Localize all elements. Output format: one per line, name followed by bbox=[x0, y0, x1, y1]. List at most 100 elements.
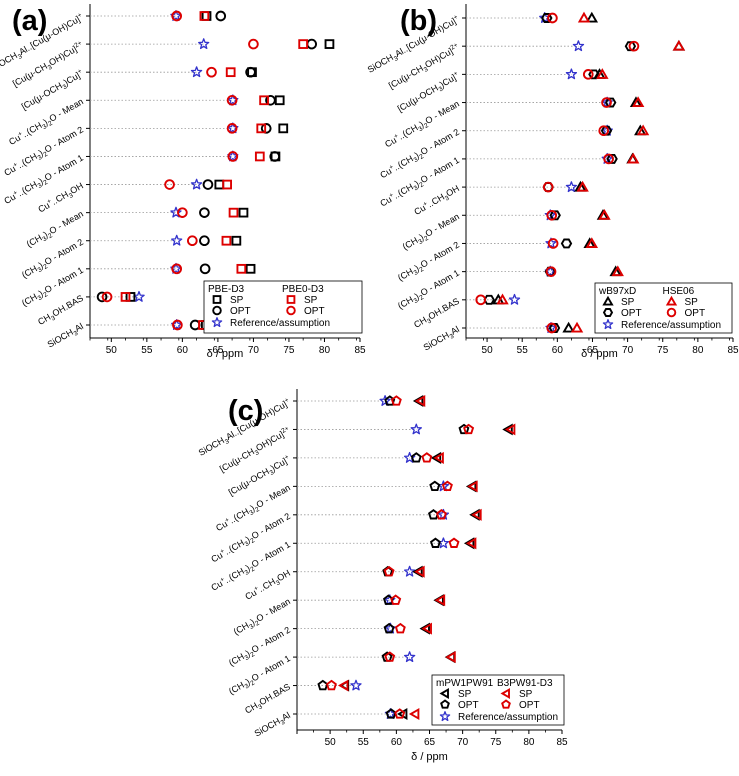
x-tick-label: 65 bbox=[212, 345, 224, 356]
marker-triangle bbox=[636, 124, 650, 136]
category-label-0: SiOCH3​Al bbox=[46, 321, 87, 352]
x-tick-label: 60 bbox=[177, 345, 189, 356]
marker-star bbox=[410, 423, 422, 435]
marker-circle bbox=[164, 179, 175, 190]
marker-star bbox=[379, 395, 391, 406]
x-tick-label: 80 bbox=[523, 737, 535, 748]
x-tick-label: 80 bbox=[692, 345, 704, 356]
marker-square bbox=[201, 11, 212, 21]
marker-square bbox=[222, 179, 232, 190]
category-label-8: Cu+​..(CH3​)2​O - Mean bbox=[383, 98, 462, 151]
category-label-8: Cu+​..(CH3​)2​O - Mean bbox=[214, 482, 293, 535]
marker-triangle bbox=[672, 39, 686, 51]
marker-pentagon bbox=[390, 594, 402, 605]
x-tick-label: 85 bbox=[556, 737, 568, 748]
marker-tri-left bbox=[465, 537, 477, 550]
marker-circle bbox=[177, 207, 188, 218]
legend-item-label: SP bbox=[685, 297, 699, 308]
marker-hexagon bbox=[560, 238, 573, 249]
marker-circle bbox=[172, 319, 183, 331]
legend-item-label: SP bbox=[458, 689, 472, 700]
marker-square bbox=[236, 263, 247, 274]
marker-star bbox=[437, 508, 450, 520]
legend-reference-label: Reference/assumption bbox=[621, 320, 721, 331]
x-tick-label: 50 bbox=[482, 345, 494, 356]
marker-star bbox=[170, 206, 182, 218]
legend-group-title: HSE06 bbox=[663, 286, 695, 297]
category-label-0: SiOCH3​Al bbox=[253, 710, 294, 741]
legend-item-label: OPT bbox=[621, 308, 642, 319]
panel-label: (b) bbox=[400, 5, 437, 37]
legend-item-label: SP bbox=[519, 689, 533, 700]
marker-square bbox=[199, 11, 210, 21]
marker-star bbox=[190, 178, 203, 190]
marker-star bbox=[545, 237, 557, 249]
marker-triangle bbox=[577, 11, 591, 23]
legend-item-label: OPT bbox=[519, 700, 540, 711]
marker-square bbox=[238, 207, 249, 218]
marker-star bbox=[403, 651, 416, 663]
marker-pentagon bbox=[383, 622, 395, 634]
marker-pentagon bbox=[448, 537, 460, 548]
marker-tri-left bbox=[463, 537, 475, 550]
marker-star bbox=[133, 290, 145, 302]
marker-circle bbox=[547, 238, 559, 249]
x-tick-label: 65 bbox=[587, 345, 599, 356]
marker-pentagon bbox=[317, 679, 329, 691]
marker-tri-left bbox=[414, 394, 426, 408]
legend-item-label: SP bbox=[230, 295, 244, 306]
marker-tri-left bbox=[434, 594, 446, 607]
category-label-7: Cu+​..(CH3​)2​O - Atom 2 bbox=[378, 126, 462, 182]
legend-item-label: SP bbox=[621, 297, 635, 308]
marker-tri-left bbox=[430, 451, 442, 464]
marker-pentagon bbox=[410, 452, 422, 463]
marker-triangle bbox=[596, 68, 609, 79]
marker-circle bbox=[199, 263, 211, 275]
marker-tri-left bbox=[337, 679, 349, 692]
marker-triangle bbox=[570, 321, 584, 333]
marker-hexagon bbox=[548, 323, 561, 333]
x-tick-label: 70 bbox=[248, 345, 260, 356]
marker-circle bbox=[475, 294, 487, 306]
legend: wB97xDSPOPTHSE06SPOPTReference/assumptio… bbox=[594, 282, 733, 334]
marker-circle bbox=[206, 66, 217, 78]
marker-tri-left bbox=[419, 622, 430, 635]
marker-square bbox=[125, 292, 136, 302]
x-tick-label: 50 bbox=[325, 737, 337, 748]
marker-circle bbox=[248, 38, 259, 50]
marker-star bbox=[190, 66, 203, 78]
legend-item-label: OPT bbox=[685, 308, 706, 319]
legend-item-label: SP bbox=[304, 295, 318, 306]
x-tick-label: 65 bbox=[424, 737, 436, 748]
marker-pentagon bbox=[458, 423, 470, 435]
x-tick-label: 55 bbox=[517, 345, 529, 356]
marker-circle bbox=[598, 125, 610, 137]
marker-star bbox=[544, 209, 556, 221]
marker-pentagon bbox=[384, 651, 396, 662]
marker-square bbox=[274, 95, 285, 106]
marker-square bbox=[324, 39, 335, 49]
marker-star bbox=[350, 679, 362, 691]
marker-circle bbox=[628, 40, 640, 52]
legend-item-label: OPT bbox=[458, 700, 479, 711]
legend-marker-star bbox=[439, 711, 451, 722]
marker-circle bbox=[199, 207, 210, 218]
legend-marker-tri-left bbox=[439, 688, 449, 699]
marker-star bbox=[565, 68, 578, 80]
marker-square bbox=[225, 67, 236, 78]
marker-pentagon bbox=[463, 423, 475, 435]
marker-hexagon bbox=[588, 69, 600, 80]
marker-hexagon bbox=[605, 97, 617, 108]
marker-triangle bbox=[585, 237, 599, 248]
marker-pentagon bbox=[421, 452, 433, 463]
marker-square bbox=[298, 39, 309, 49]
marker-circle bbox=[269, 151, 281, 162]
marker-tri-left bbox=[421, 622, 432, 635]
legend-group-title: PBE0-D3 bbox=[282, 284, 324, 295]
legend: PBE-D3SPOPTPBE0-D3SPOPTReference/assumpt… bbox=[203, 280, 363, 334]
marker-square bbox=[278, 123, 289, 134]
x-tick-label: 55 bbox=[358, 737, 370, 748]
legend-marker-circle bbox=[212, 305, 222, 316]
marker-square bbox=[228, 207, 239, 218]
marker-circle bbox=[227, 151, 239, 162]
